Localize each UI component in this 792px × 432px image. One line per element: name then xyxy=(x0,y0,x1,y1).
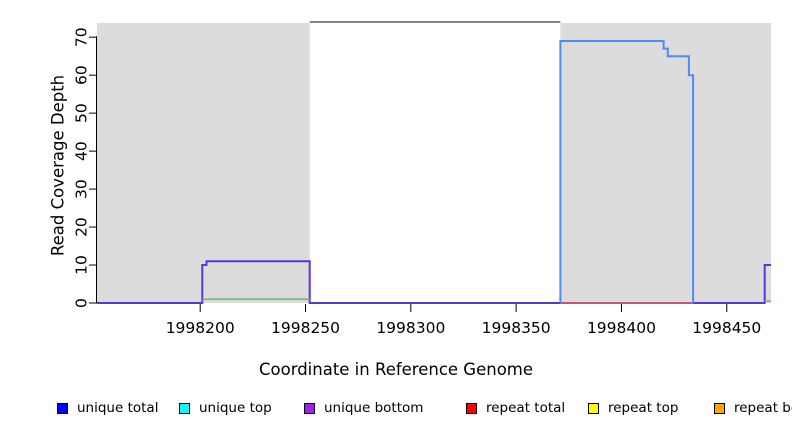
y-tick-label: 10 xyxy=(73,255,91,275)
legend-label: unique total xyxy=(77,400,159,416)
x-tick-label: 1998450 xyxy=(692,319,761,337)
series-unique-total-plateau xyxy=(559,40,695,303)
x-axis-title: Coordinate in Reference Genome xyxy=(258,360,534,379)
x-tick-label: 1998300 xyxy=(376,319,445,337)
x-tick-label: 1998400 xyxy=(587,319,656,337)
x-tick-label: 1998200 xyxy=(166,319,235,337)
legend-label: repeat bottom xyxy=(734,400,792,416)
y-tick-label: 60 xyxy=(73,65,91,85)
legend-swatch-icon xyxy=(714,402,725,414)
legend-label: unique bottom xyxy=(324,400,424,416)
legend-label: repeat top xyxy=(608,400,679,416)
legend-item-unique-total: unique total xyxy=(57,399,158,417)
legend-swatch-icon xyxy=(179,402,190,414)
series-unique-coverage-outline xyxy=(97,260,771,304)
x-tick-label: 1998350 xyxy=(482,319,551,337)
legend-item-repeat-top: repeat top xyxy=(588,399,678,417)
y-tick-label: 50 xyxy=(73,103,91,123)
legend-item-repeat-total: repeat total xyxy=(466,399,565,417)
legend-swatch-icon xyxy=(57,402,68,414)
legend-label: repeat total xyxy=(486,400,566,416)
legend-item-repeat-bottom: repeat bottom xyxy=(714,399,792,417)
legend-item-unique-bottom: unique bottom xyxy=(304,399,423,417)
legend-item-unique-top: unique top xyxy=(179,399,272,417)
x-tick-label: 1998250 xyxy=(271,319,340,337)
y-tick-label: 20 xyxy=(73,217,91,237)
y-tick-label: 0 xyxy=(73,298,91,308)
y-tick-label: 30 xyxy=(73,179,91,199)
y-tick-label: 70 xyxy=(73,27,91,47)
legend-swatch-icon xyxy=(304,402,315,414)
legend-swatch-icon xyxy=(466,402,477,414)
shaded-region xyxy=(97,23,310,303)
shaded-region xyxy=(560,23,771,303)
legend-label: unique top xyxy=(199,400,272,416)
legend: unique total unique top unique bottom repea… xyxy=(0,399,792,421)
y-axis-title: Read Coverage Depth xyxy=(48,74,68,257)
y-tick-label: 40 xyxy=(73,141,91,161)
legend-swatch-icon xyxy=(588,402,599,414)
